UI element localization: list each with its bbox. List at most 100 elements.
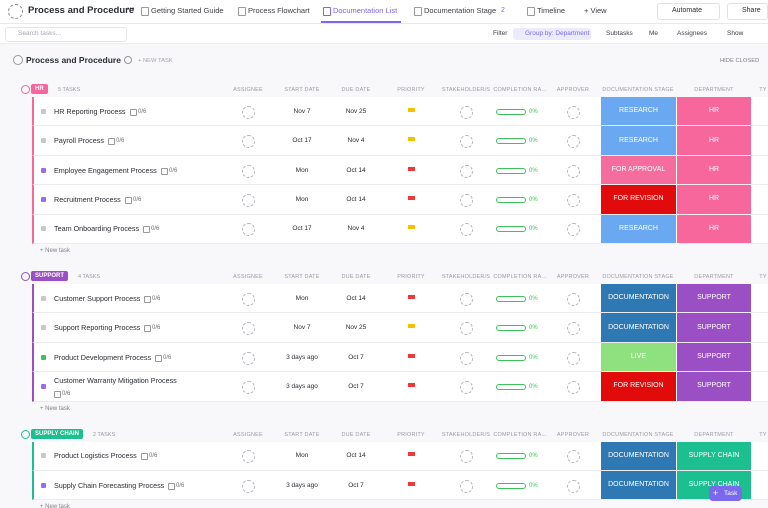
toolbar-button[interactable]: Subtasks (606, 30, 633, 37)
avatar-placeholder[interactable] (242, 351, 255, 365)
avatar-placeholder[interactable] (567, 292, 580, 306)
avatar-placeholder[interactable] (567, 223, 580, 237)
avatar-placeholder[interactable] (567, 322, 580, 336)
doc-stage[interactable]: DOCUMENTATION (601, 313, 676, 342)
task-name[interactable]: Recruitment Process (54, 194, 121, 204)
task-name[interactable]: Customer Support Process (54, 293, 141, 303)
priority-flag[interactable] (408, 452, 415, 457)
tab-label[interactable]: Process Flowchart (248, 6, 310, 15)
doc-stage[interactable]: RESEARCH (601, 214, 676, 243)
priority-flag[interactable] (408, 324, 415, 329)
task-name[interactable]: Supply Chain Forecasting Process (54, 480, 165, 490)
priority-flag[interactable] (408, 481, 415, 486)
department[interactable]: SUPPORT (677, 342, 751, 372)
add-task[interactable]: + New task (40, 405, 70, 412)
priority-flag[interactable] (408, 195, 415, 200)
avatar-placeholder[interactable] (242, 135, 255, 149)
doc-stage[interactable]: FOR REVISION (601, 372, 676, 401)
avatar-placeholder[interactable] (567, 135, 580, 149)
avatar-placeholder[interactable] (460, 105, 473, 119)
search-box[interactable] (5, 27, 127, 42)
department[interactable]: SUPPLY CHAIN (677, 441, 751, 470)
avatar-placeholder[interactable] (567, 380, 580, 394)
avatar-placeholder[interactable] (460, 223, 473, 237)
avatar-placeholder[interactable] (460, 292, 473, 306)
avatar-placeholder[interactable] (567, 164, 580, 178)
avatar-placeholder[interactable] (242, 380, 255, 394)
avatar-placeholder[interactable] (567, 450, 580, 464)
avatar-placeholder[interactable] (460, 135, 473, 149)
group-toggle[interactable] (21, 272, 30, 281)
avatar-placeholder[interactable] (460, 479, 473, 493)
priority-flag[interactable] (408, 166, 415, 171)
doc-stage[interactable]: RESEARCH (601, 97, 676, 126)
task-name[interactable]: Product Logistics Process (54, 451, 137, 461)
new-task-link[interactable]: + NEW TASK (138, 58, 173, 64)
task-name[interactable]: Customer Warranty Mitigation Process (54, 375, 177, 385)
department[interactable]: HR (677, 214, 751, 243)
avatar-placeholder[interactable] (460, 380, 473, 394)
tab-label[interactable]: Getting Started Guide (151, 6, 224, 15)
toolbar-button[interactable]: Filter (493, 30, 508, 37)
department[interactable]: HR (677, 155, 751, 185)
doc-stage[interactable]: FOR REVISION (601, 185, 676, 214)
priority-flag[interactable] (408, 294, 415, 299)
tab-label[interactable]: Documentation List (333, 6, 398, 15)
department[interactable]: HR (677, 185, 751, 214)
avatar-placeholder[interactable] (567, 105, 580, 119)
priority-flag[interactable] (408, 382, 415, 387)
department[interactable]: HR (677, 97, 751, 126)
avatar-placeholder[interactable] (460, 193, 473, 207)
avatar-placeholder[interactable] (242, 292, 255, 306)
doc-stage[interactable]: FOR APPROVAL (601, 155, 676, 185)
tab-label[interactable]: Documentation Stage (424, 6, 497, 15)
group-toggle[interactable] (21, 429, 30, 439)
doc-stage[interactable]: RESEARCH (601, 126, 676, 155)
task-name[interactable]: Team Onboarding Process (54, 224, 140, 234)
department[interactable]: SUPPORT (677, 372, 751, 401)
avatar-placeholder[interactable] (460, 450, 473, 464)
avatar-placeholder[interactable] (242, 193, 255, 207)
hide-closed[interactable]: HIDE CLOSED (720, 58, 760, 64)
task-name[interactable]: Support Reporting Process (54, 323, 141, 333)
priority-flag[interactable] (408, 107, 415, 112)
department[interactable]: SUPPORT (677, 284, 751, 313)
task-name[interactable]: Payroll Process (54, 136, 104, 146)
avatar-placeholder[interactable] (460, 351, 473, 365)
doc-stage[interactable]: LIVE (601, 342, 676, 372)
toolbar-button[interactable]: Show (727, 30, 744, 37)
task-name[interactable]: Employee Engagement Process (54, 165, 157, 175)
avatar-placeholder[interactable] (242, 479, 255, 493)
doc-stage[interactable]: DOCUMENTATION (601, 284, 676, 313)
department[interactable]: HR (677, 126, 751, 155)
priority-flag[interactable] (408, 137, 415, 142)
task-name[interactable]: Product Development Process (54, 352, 152, 362)
action-button[interactable] (657, 3, 720, 20)
avatar-placeholder[interactable] (242, 223, 255, 237)
toolbar-button[interactable]: Assignees (677, 30, 707, 37)
collapse-toggle[interactable] (13, 55, 23, 65)
more-menu[interactable]: ••• (127, 6, 135, 13)
group-toggle[interactable] (21, 85, 30, 94)
avatar-placeholder[interactable] (567, 479, 580, 493)
toolbar-button[interactable]: Me (649, 30, 659, 37)
priority-flag[interactable] (408, 353, 415, 358)
avatar-placeholder[interactable] (242, 450, 255, 464)
department[interactable]: SUPPORT (677, 313, 751, 342)
avatar-placeholder[interactable] (460, 322, 473, 336)
fab-button[interactable] (709, 486, 742, 501)
tab-label[interactable]: Timeline (537, 6, 566, 15)
tab-label[interactable]: + View (584, 6, 607, 15)
toolbar-button[interactable]: Group by: Department (525, 30, 590, 37)
avatar-placeholder[interactable] (460, 164, 473, 178)
add-task[interactable]: + New task (40, 248, 70, 254)
avatar-placeholder[interactable] (242, 322, 255, 336)
doc-stage[interactable]: DOCUMENTATION (601, 471, 676, 500)
add-task[interactable]: + New task (40, 504, 70, 508)
doc-stage[interactable]: DOCUMENTATION (601, 441, 676, 470)
avatar-placeholder[interactable] (567, 351, 580, 365)
avatar-placeholder[interactable] (242, 164, 255, 178)
priority-flag[interactable] (408, 225, 415, 230)
avatar-placeholder[interactable] (567, 193, 580, 207)
avatar-placeholder[interactable] (242, 105, 255, 119)
